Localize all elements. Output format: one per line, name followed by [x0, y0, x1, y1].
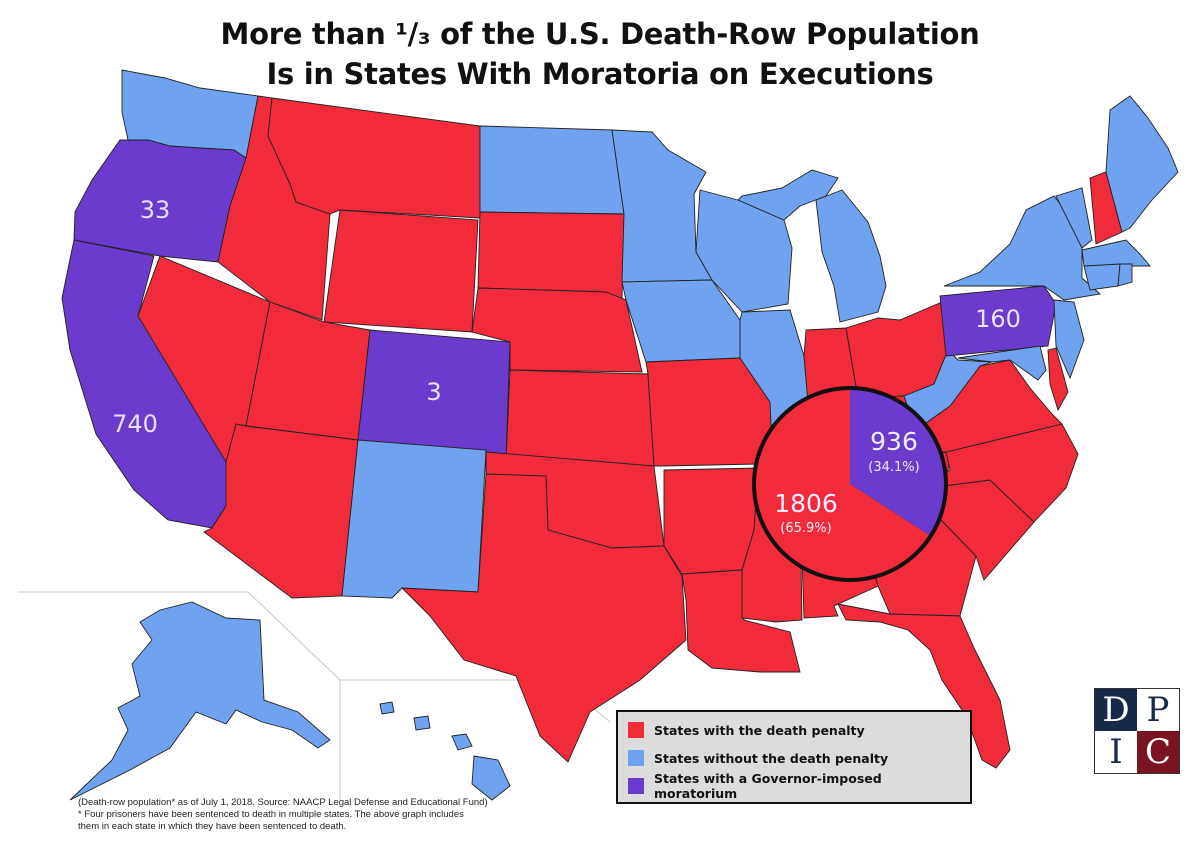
dpic-logo: D P I C — [1094, 688, 1180, 774]
state-hawaii-maui[interactable] — [451, 733, 473, 751]
state-michigan-upper[interactable] — [737, 169, 839, 221]
pie-moratorium-percent: (34.1%) — [868, 460, 919, 475]
pie-moratorium-count: 936 — [870, 427, 918, 456]
state-hawaii-kauai[interactable] — [379, 701, 395, 715]
state-michigan[interactable] — [815, 189, 887, 323]
logo-letter-d: D — [1095, 689, 1137, 731]
pie-slice-death-penalty — [755, 390, 930, 579]
state-pennsylvania[interactable] — [939, 285, 1057, 357]
state-iowa[interactable] — [621, 279, 741, 363]
logo-letter-p: P — [1137, 689, 1179, 731]
colorado-count-label: 3 — [426, 378, 441, 406]
legend-swatch-no-death-penalty — [628, 750, 644, 766]
state-rhode-island[interactable] — [1117, 263, 1133, 287]
title-line-2: Is in States With Moratoria on Execution… — [266, 57, 934, 91]
legend: States with the death penalty States wit… — [616, 710, 972, 804]
legend-label-death-penalty: States with the death penalty — [654, 722, 865, 738]
legend-swatch-moratorium — [628, 778, 644, 794]
state-nebraska[interactable] — [471, 287, 643, 373]
state-new-mexico[interactable] — [341, 439, 487, 599]
state-california[interactable] — [61, 239, 231, 529]
footnote-note-line-2: them in each state in which they have be… — [78, 821, 347, 832]
state-minnesota[interactable] — [611, 129, 713, 283]
oregon-count-label: 33 — [140, 196, 171, 224]
logo-letter-c: C — [1137, 731, 1179, 773]
state-maryland[interactable] — [957, 345, 1047, 381]
state-florida[interactable] — [837, 603, 1011, 769]
california-count-label: 740 — [112, 410, 158, 438]
state-alaska[interactable] — [69, 601, 331, 801]
state-south-dakota[interactable] — [477, 211, 625, 301]
legend-item-death-penalty: States with the death penalty — [628, 716, 960, 744]
pie-death-penalty-percent: (65.9%) — [780, 521, 831, 536]
pennsylvania-count-label: 160 — [975, 305, 1021, 333]
logo-letter-i: I — [1095, 731, 1137, 773]
state-montana[interactable] — [267, 97, 481, 219]
title-line-1: More than ¹/₃ of the U.S. Death-Row Popu… — [220, 17, 980, 51]
pie-slice-moratorium — [850, 390, 944, 535]
state-hawaii-oahu[interactable] — [413, 715, 431, 731]
state-connecticut[interactable] — [1083, 263, 1121, 291]
inset-divider-alaska — [18, 591, 341, 800]
map-title: More than ¹/₃ of the U.S. Death-Row Popu… — [0, 14, 1200, 94]
state-wyoming[interactable] — [323, 209, 479, 333]
footnote-source: (Death-row population* as of July 1, 201… — [78, 797, 488, 808]
pie-death-penalty-count: 1806 — [774, 489, 838, 518]
footnote-note-line-1: * Four prisoners have been sentenced to … — [78, 809, 464, 820]
state-delaware[interactable] — [1047, 347, 1069, 412]
legend-item-no-death-penalty: States without the death penalty — [628, 744, 960, 772]
legend-item-moratorium: States with a Governor-imposed moratoriu… — [628, 771, 960, 801]
legend-swatch-death-penalty — [628, 722, 644, 738]
state-hawaii-big-island[interactable] — [471, 755, 511, 801]
legend-label-moratorium: States with a Governor-imposed moratoriu… — [654, 771, 882, 801]
footnote: (Death-row population* as of July 1, 201… — [78, 797, 598, 833]
state-kansas[interactable] — [505, 369, 655, 467]
state-vermont[interactable] — [1055, 187, 1093, 249]
state-maine[interactable] — [1105, 95, 1179, 233]
state-north-dakota[interactable] — [479, 125, 625, 215]
state-massachusetts[interactable] — [1081, 239, 1151, 267]
death-row-pie-chart: 936 (34.1%) 1806 (65.9%) — [752, 386, 948, 582]
state-texas[interactable] — [400, 473, 687, 763]
state-new-jersey[interactable] — [1053, 299, 1085, 380]
legend-label-no-death-penalty: States without the death penalty — [654, 750, 889, 766]
